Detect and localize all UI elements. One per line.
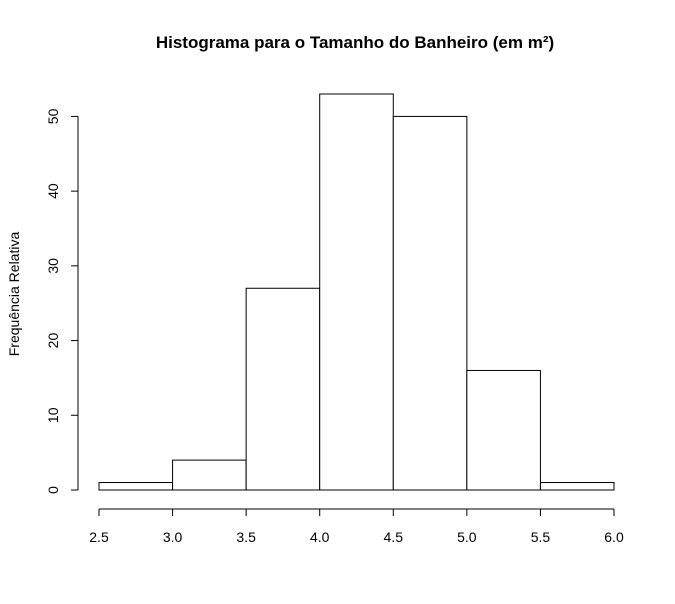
x-tick-label-2: 3.5 (236, 529, 256, 545)
y-tick-label-2: 20 (45, 333, 61, 349)
y-tick-label-5: 50 (45, 108, 61, 124)
y-tick-label-1: 10 (45, 407, 61, 423)
histogram-bar-6 (539, 482, 615, 491)
histogram-bar-4 (392, 115, 468, 491)
histogram-bar-0 (98, 482, 174, 491)
y-axis: 0 10 20 30 40 50 (45, 108, 79, 494)
y-axis-label: Frequência Relativa (6, 232, 22, 357)
y-tick-label-4: 40 (45, 183, 61, 199)
histogram-bar-2 (245, 287, 321, 491)
x-tick-label-6: 5.5 (531, 529, 551, 545)
bars-group (98, 93, 615, 491)
x-tick-label-0: 2.5 (89, 529, 109, 545)
x-tick-label-3: 4.0 (310, 529, 330, 545)
x-axis: 2.5 3.0 3.5 4.0 4.5 5.0 5.5 6.0 (89, 508, 624, 545)
x-tick-label-7: 6.0 (604, 529, 624, 545)
x-tick-label-1: 3.0 (163, 529, 183, 545)
x-tick-label-4: 4.5 (384, 529, 404, 545)
x-tick-label-5: 5.0 (457, 529, 477, 545)
histogram-bar-3 (319, 93, 394, 491)
histogram-bar-5 (466, 369, 541, 491)
chart-title: Histograma para o Tamanho do Banheiro (e… (156, 33, 554, 52)
histogram-bar-1 (172, 459, 247, 491)
y-tick-label-0: 0 (45, 486, 61, 494)
y-tick-label-3: 30 (45, 258, 61, 274)
